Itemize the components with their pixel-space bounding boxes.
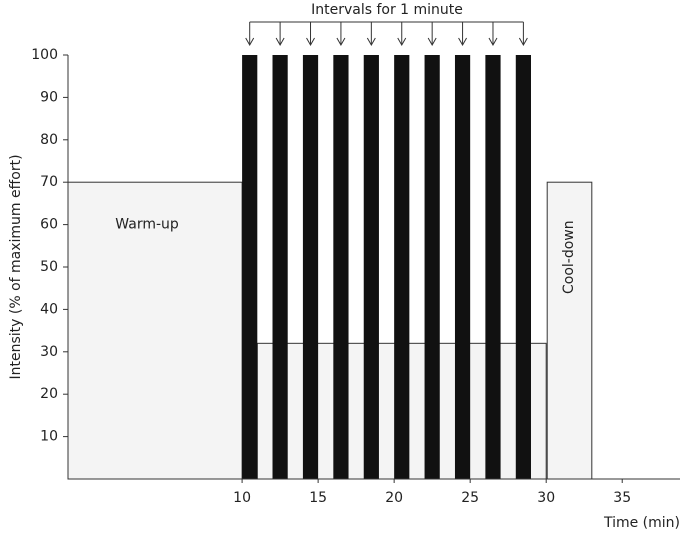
y-tick-label: 10 [40,429,58,445]
y-tick-label: 100 [31,47,58,63]
interval-bar [272,55,288,479]
y-tick-label: 70 [40,174,58,190]
interval-bar [424,55,440,479]
interval-bar [394,55,410,479]
interval-bar [363,55,379,479]
y-tick-label: 60 [40,217,58,233]
arrow-head [427,37,437,47]
arrow-head [336,37,346,47]
interval-bar [485,55,501,479]
warm-up-label: Warm-up [115,217,179,233]
arrow-head [397,37,407,47]
interval-bar [454,55,471,479]
arrow-head [458,37,468,47]
y-axis-label: Intensity (% of maximum effort) [8,154,24,379]
arrow-head [275,37,285,47]
x-tick-label: 20 [385,490,403,506]
interval-bar [242,55,258,479]
annotation: Intervals for 1 minute [311,2,463,18]
x-tick-label: 30 [537,490,555,506]
x-tick-label: 35 [613,490,631,506]
interval-bar [302,55,319,479]
y-tick-label: 80 [40,132,58,148]
y-tick-label: 30 [40,344,58,360]
x-tick-label: 10 [233,490,251,506]
interval-bar [515,55,531,479]
cool-down-label: Cool-down [561,220,577,294]
interval-bar [333,55,349,479]
arrow-head [306,37,315,47]
y-tick-label: 40 [40,301,58,317]
warm-up-block [67,181,243,480]
y-tick-label: 50 [40,259,58,275]
x-tick-label: 25 [461,490,479,506]
y-tick-label: 20 [40,386,58,402]
y-tick-label: 90 [40,89,58,105]
arrow-head [245,37,255,47]
arrow-head [488,37,498,47]
arrow-head [366,37,376,47]
arrow-head [518,37,528,47]
x-tick-label: 15 [309,490,327,506]
cool-down-block [546,181,593,480]
x-axis-label: Time (min) [603,515,680,531]
